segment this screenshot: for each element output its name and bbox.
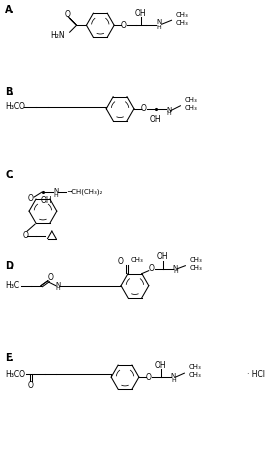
Text: H₃C: H₃C <box>5 102 20 111</box>
Text: O: O <box>22 231 28 240</box>
Text: OH: OH <box>135 9 147 18</box>
Text: OH: OH <box>41 196 53 205</box>
Text: B: B <box>5 87 13 97</box>
Text: CH₃: CH₃ <box>175 20 188 26</box>
Text: H₂N: H₂N <box>50 31 65 40</box>
Text: O: O <box>149 264 155 273</box>
Text: OH: OH <box>155 361 166 370</box>
Text: N: N <box>173 265 178 271</box>
Text: CH₃: CH₃ <box>189 257 202 263</box>
Text: N: N <box>53 188 59 194</box>
Text: E: E <box>5 353 12 363</box>
Text: H: H <box>55 286 60 291</box>
Text: N: N <box>171 373 176 379</box>
Text: H: H <box>156 25 161 30</box>
Text: H₃CO: H₃CO <box>5 370 25 379</box>
Text: H: H <box>53 192 58 198</box>
Text: .: . <box>10 171 14 180</box>
Text: .: . <box>10 353 14 363</box>
Text: O: O <box>28 381 34 390</box>
Text: CH₃: CH₃ <box>175 12 188 18</box>
Text: H: H <box>166 111 171 116</box>
Text: CH₃: CH₃ <box>184 97 197 103</box>
Text: A: A <box>5 6 13 15</box>
Text: OH: OH <box>157 252 168 261</box>
Text: .: . <box>10 87 14 97</box>
Text: O: O <box>117 257 123 266</box>
Text: H: H <box>173 269 178 274</box>
Text: CH₃: CH₃ <box>189 265 202 271</box>
Text: CH₃: CH₃ <box>131 257 144 263</box>
Text: H₃C: H₃C <box>5 281 20 290</box>
Text: O: O <box>141 104 147 113</box>
Text: D: D <box>5 261 13 271</box>
Text: CH₃: CH₃ <box>188 364 201 370</box>
Text: ─CH(CH₃)₂: ─CH(CH₃)₂ <box>67 189 102 195</box>
Text: N: N <box>166 107 171 113</box>
Text: N: N <box>156 19 161 25</box>
Text: O: O <box>48 273 54 282</box>
Text: O: O <box>65 10 71 19</box>
Text: CH₃: CH₃ <box>188 372 201 378</box>
Text: N: N <box>55 281 60 288</box>
Text: H: H <box>171 377 176 383</box>
Text: CH₃: CH₃ <box>184 105 197 111</box>
Text: C: C <box>5 171 12 180</box>
Text: O: O <box>28 193 34 203</box>
Text: O: O <box>146 373 152 382</box>
Text: OH: OH <box>150 115 162 124</box>
Text: · HCl: · HCl <box>247 370 265 379</box>
Text: O: O <box>18 102 24 111</box>
Text: .: . <box>10 261 14 271</box>
Text: O: O <box>121 21 127 30</box>
Text: .: . <box>10 6 14 15</box>
